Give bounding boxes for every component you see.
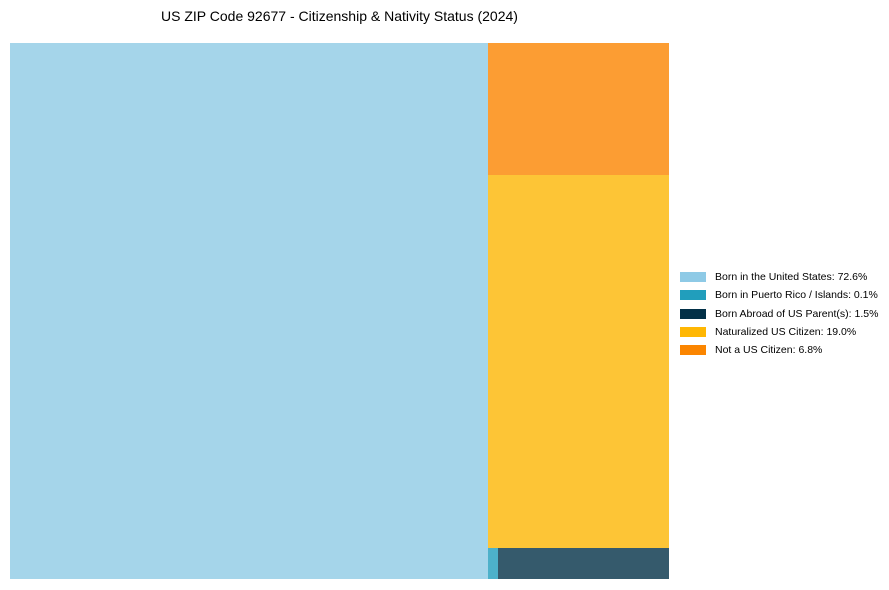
tile-born-in-us [10, 43, 488, 579]
legend-label: Not a US Citizen: 6.8% [715, 344, 823, 357]
legend-item: Born in Puerto Rico / Islands: 0.1% [680, 286, 878, 304]
legend-label: Naturalized US Citizen: 19.0% [715, 326, 857, 339]
legend-swatch [680, 308, 706, 319]
legend-label: Born in Puerto Rico / Islands: 0.1% [715, 289, 878, 302]
legend-swatch [680, 345, 706, 356]
legend-swatch [680, 290, 706, 301]
tile-naturalized [488, 175, 669, 548]
legend: Born in the United States: 72.6% Born in… [680, 268, 878, 359]
legend-item: Naturalized US Citizen: 19.0% [680, 323, 878, 341]
tile-puerto-rico [488, 548, 498, 579]
legend-label: Born Abroad of US Parent(s): 1.5% [715, 307, 879, 320]
legend-swatch [680, 327, 706, 338]
legend-item: Born Abroad of US Parent(s): 1.5% [680, 305, 878, 323]
tile-not-us-citizen [488, 43, 669, 175]
legend-swatch [680, 272, 706, 283]
chart-title: US ZIP Code 92677 - Citizenship & Nativi… [161, 8, 518, 24]
tile-born-abroad [498, 548, 669, 579]
treemap [10, 43, 669, 579]
legend-item: Not a US Citizen: 6.8% [680, 341, 878, 359]
legend-item: Born in the United States: 72.6% [680, 268, 878, 286]
legend-label: Born in the United States: 72.6% [715, 271, 868, 284]
